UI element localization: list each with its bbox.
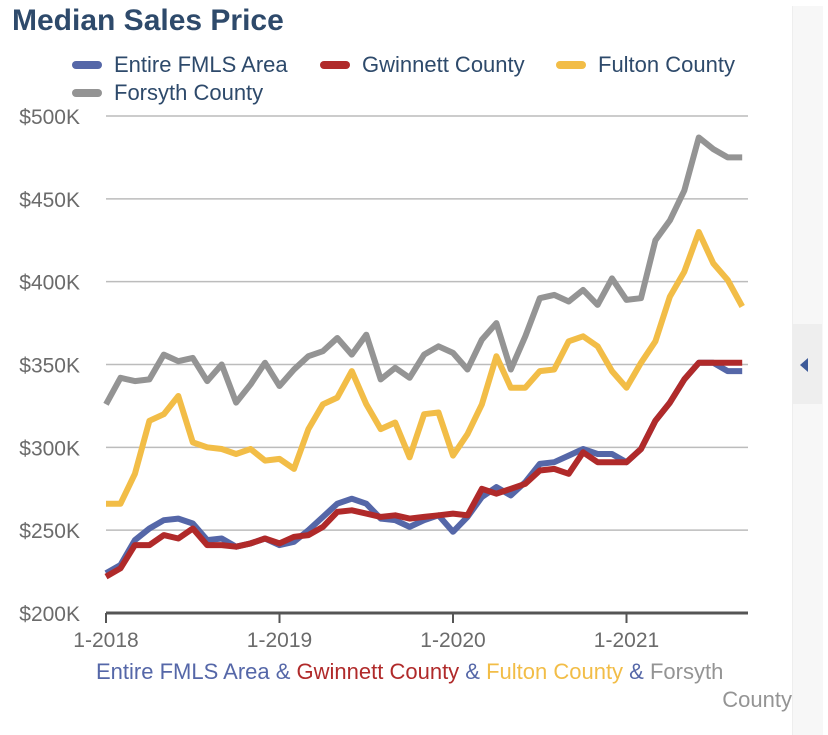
collapse-left-icon [800, 358, 808, 372]
y-tick-label: $450K [19, 189, 80, 212]
x-axis-title-gwinnett: Gwinnett County [296, 659, 460, 684]
chart-title: Median Sales Price [12, 4, 284, 37]
x-axis-title-forsyth-county: County [722, 687, 792, 712]
legend-item-forsyth[interactable]: Forsyth County [72, 80, 263, 106]
legend-item-fulton[interactable]: Fulton County [556, 52, 735, 78]
y-tick-label: $350K [19, 355, 80, 378]
legend-label-gwinnett: Gwinnett County [362, 52, 525, 77]
legend-swatch-fulton [556, 61, 586, 69]
x-tick-label: 1-2021 [594, 629, 659, 652]
y-tick-label: $500K [19, 106, 80, 129]
x-axis-title: Entire FMLS Area & Gwinnett County & Ful… [96, 656, 796, 687]
legend-swatch-fmls [72, 61, 102, 69]
side-panel-toggle[interactable] [792, 324, 822, 404]
legend-item-fmls[interactable]: Entire FMLS Area [72, 52, 288, 78]
legend-label-fmls: Entire FMLS Area [114, 52, 288, 77]
x-tick-label: 1-2020 [420, 629, 485, 652]
y-tick-label: $250K [19, 520, 80, 543]
y-tick-label: $200K [19, 603, 80, 626]
legend-label-fulton: Fulton County [598, 52, 735, 77]
x-axis-title-forsyth: Forsyth [649, 659, 724, 684]
x-axis-title-sep: & [623, 659, 650, 684]
y-tick-label: $300K [19, 437, 80, 460]
x-tick-label: 1-2019 [247, 629, 312, 652]
legend-item-gwinnett[interactable]: Gwinnett County [320, 52, 525, 78]
series-line-gwinnett-county [104, 359, 743, 580]
x-axis-title-fmls: Entire FMLS Area [96, 659, 270, 684]
series-line-fulton-county [106, 229, 745, 507]
line-chart: $200K $250K $300K $350K $400K $450K $500K 1-201… [19, 106, 748, 652]
x-tick-label: 1-2018 [73, 629, 138, 652]
x-axis-title-line2: County [722, 687, 792, 713]
x-axis-title-fulton: Fulton County [486, 659, 624, 684]
legend-label-forsyth: Forsyth County [114, 80, 264, 105]
legend-swatch-gwinnett [320, 61, 350, 69]
x-axis-title-sep: & [459, 659, 487, 684]
y-tick-label: $400K [19, 272, 80, 295]
series-line-forsyth-county [103, 134, 743, 406]
legend-swatch-forsyth [72, 89, 102, 97]
x-axis-title-sep: & [269, 659, 297, 684]
